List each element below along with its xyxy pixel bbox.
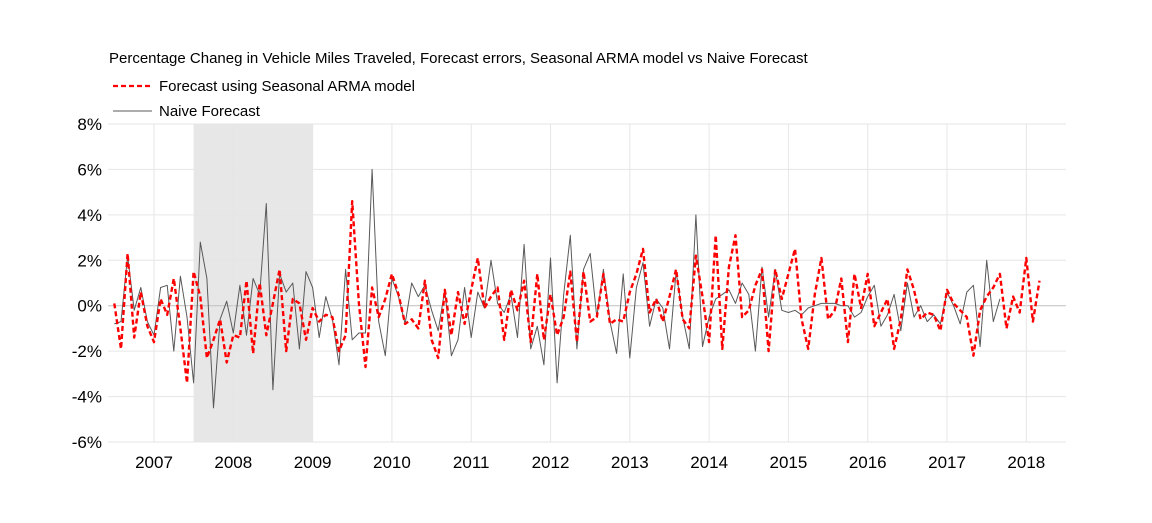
x-tick-label: 2014 [690,453,728,472]
x-tick-label: 2018 [1007,453,1045,472]
y-tick-label: -4% [72,388,102,407]
x-tick-label: 2011 [453,453,490,472]
series-layer [113,168,1041,409]
x-tick-label: 2009 [294,453,332,472]
y-tick-label: 8% [77,115,102,134]
legend-label-naive: Naive Forecast [159,103,261,120]
x-tick-label: 2017 [928,453,966,472]
recession-shading [193,124,313,442]
legend: Forecast using Seasonal ARMA model Naive… [113,78,415,120]
y-tick-label: -6% [72,433,102,452]
legend-label-arma: Forecast using Seasonal ARMA model [159,78,415,95]
x-tick-label: 2007 [135,453,173,472]
y-tick-label: 6% [77,160,102,179]
gridlines [108,123,1066,443]
x-tick-label: 2015 [770,453,808,472]
y-tick-label: -2% [72,342,102,361]
x-axis: 2007 2008 2009 2010 2011 2012 2013 2014 … [135,453,1045,472]
chart-title: Percentage Chaneg in Vehicle Miles Trave… [109,50,808,67]
x-tick-label: 2016 [849,453,887,472]
x-tick-label: 2010 [373,453,411,472]
x-tick-label: 2013 [611,453,649,472]
series-line-arma [113,199,1041,385]
series-line-naive [114,168,1001,409]
y-tick-label: 2% [77,251,102,270]
x-tick-label: 2012 [532,453,570,472]
y-tick-label: 0% [77,297,102,316]
x-tick-label: 2008 [214,453,252,472]
y-tick-label: 4% [77,206,102,225]
y-axis: 8% 6% 4% 2% 0% -2% -4% -6% [72,115,102,452]
